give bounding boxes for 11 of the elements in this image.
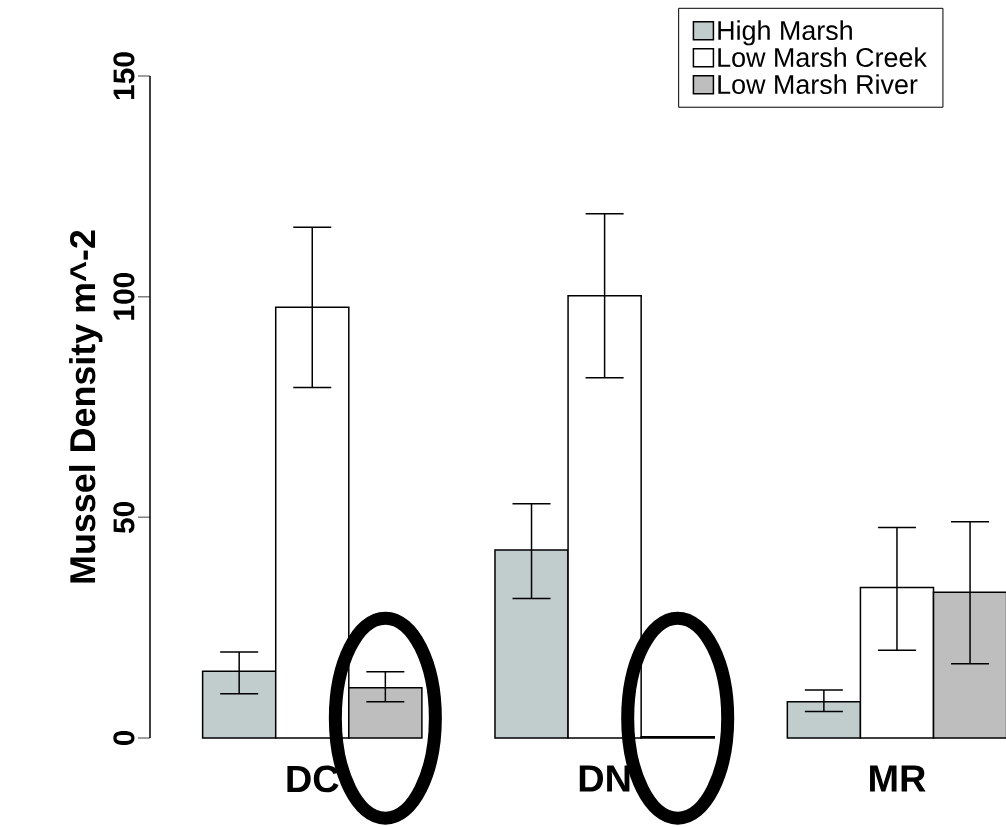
y-tick-label: 150 (113, 52, 135, 100)
y-tick-label: 100 (113, 272, 135, 320)
legend-label: Low Marsh Creek (718, 47, 927, 68)
x-tick-label: MR (870, 765, 926, 792)
legend-label: High Marsh (718, 20, 852, 46)
legend-label: Low Marsh River (718, 74, 918, 94)
x-tick-label: DN (579, 765, 630, 792)
y-axis-title: Mussel Density m^-2 (69, 230, 103, 583)
y-tick-label: 0 (113, 730, 135, 746)
x-tick-label: DC (287, 765, 339, 793)
y-tick-label: 50 (113, 501, 135, 534)
